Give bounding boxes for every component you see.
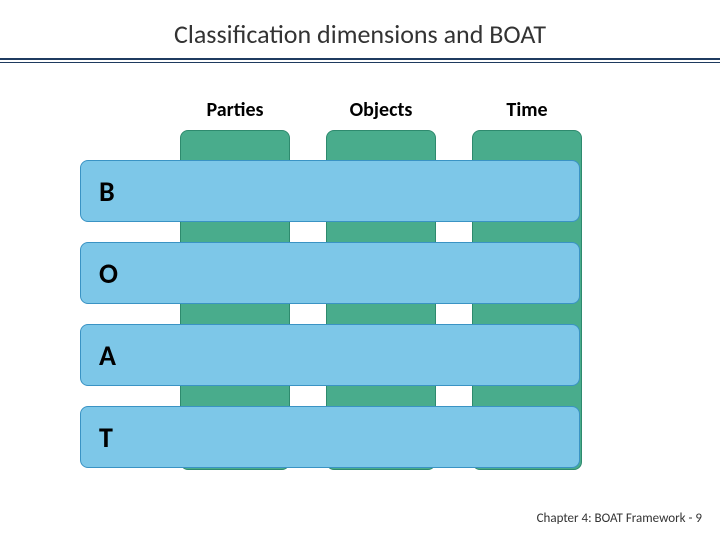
title-rule-thin	[0, 62, 720, 63]
title-rule-thick	[0, 58, 720, 60]
column-header: Time	[472, 98, 582, 122]
column-header: Parties	[180, 98, 290, 122]
column-header: Objects	[326, 98, 436, 122]
row-label: O	[81, 256, 118, 291]
slide-footer: Chapter 4: BOAT Framework - 9	[537, 511, 702, 526]
row-bar: T	[80, 406, 580, 468]
row-label: A	[81, 338, 116, 373]
row-bar: A	[80, 324, 580, 386]
row-bar: O	[80, 242, 580, 304]
row-bar: B	[80, 160, 580, 222]
row-label: T	[81, 420, 113, 455]
boat-matrix-diagram: Parties Objects Time B O A T	[80, 90, 640, 470]
slide: Classification dimensions and BOAT Parti…	[0, 0, 720, 540]
row-label: B	[81, 174, 115, 209]
slide-title: Classification dimensions and BOAT	[0, 18, 720, 50]
